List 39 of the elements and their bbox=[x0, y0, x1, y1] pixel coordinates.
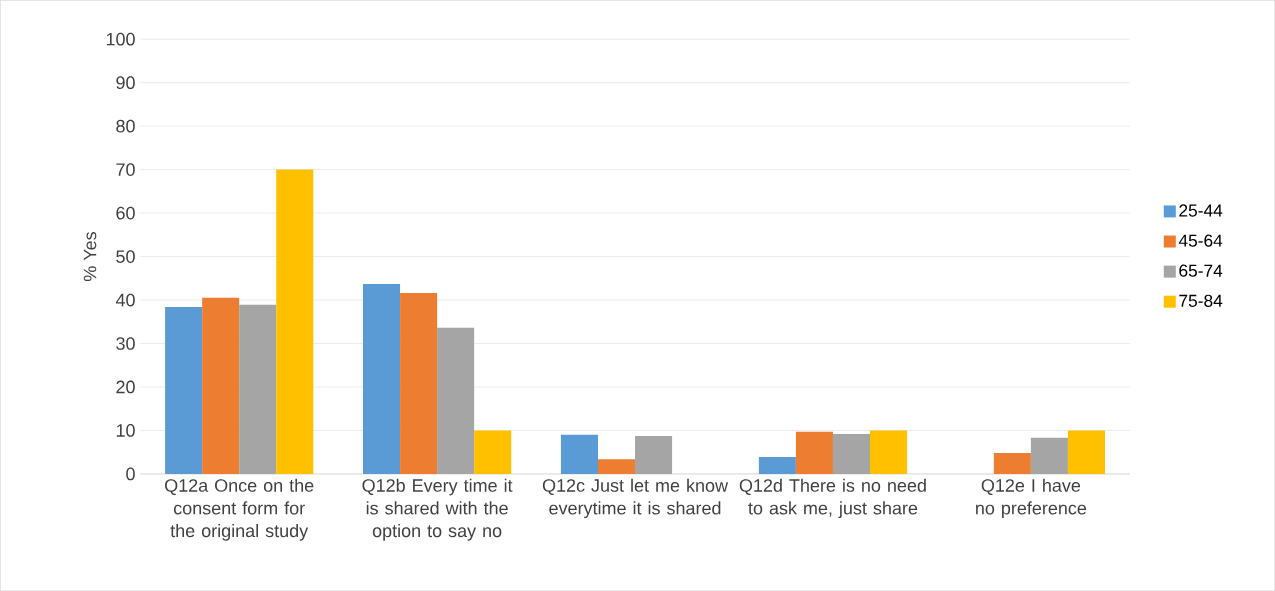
y-tick-label: 80 bbox=[116, 119, 135, 133]
bar bbox=[993, 452, 1031, 474]
bar bbox=[1067, 430, 1105, 474]
bar bbox=[474, 430, 512, 474]
bar bbox=[870, 430, 908, 474]
y-tick-label: 60 bbox=[116, 206, 135, 220]
y-axis-title: % Yes bbox=[83, 231, 97, 281]
y-tick-label: 40 bbox=[115, 293, 135, 307]
bar bbox=[202, 297, 240, 474]
y-tick-label: 70 bbox=[116, 163, 135, 176]
bar bbox=[560, 434, 598, 474]
legend-label: 45-64 bbox=[1178, 234, 1223, 247]
bar bbox=[239, 304, 277, 474]
x-tick-label: Q12a Once on the consent form for the original study bbox=[165, 478, 314, 541]
bar bbox=[165, 306, 203, 474]
y-tick-label: 0 bbox=[126, 467, 135, 481]
bar bbox=[400, 292, 438, 474]
y-tick-label: 100 bbox=[106, 32, 135, 46]
bar bbox=[437, 327, 475, 474]
y-tick-label: 20 bbox=[116, 380, 135, 394]
bar bbox=[795, 431, 833, 474]
bar bbox=[597, 459, 636, 474]
bar bbox=[1030, 437, 1068, 474]
bar bbox=[635, 436, 673, 474]
y-tick-label: 90 bbox=[116, 76, 135, 89]
bar bbox=[832, 433, 871, 474]
legend-label: 25-44 bbox=[1179, 204, 1223, 217]
legend-label: 65-74 bbox=[1179, 264, 1223, 277]
legend-label: 75-84 bbox=[1179, 294, 1223, 307]
x-tick-label: Q12d There is no need to ask me, just share bbox=[739, 478, 926, 518]
y-tick-label: 50 bbox=[116, 250, 135, 263]
x-tick-label: Q12e I have no preference bbox=[976, 478, 1087, 518]
bar bbox=[363, 283, 401, 474]
bar bbox=[276, 169, 314, 474]
y-tick-label: 10 bbox=[116, 423, 135, 437]
x-tick-label: Q12b Every time it is shared with the option to say no bbox=[362, 478, 513, 541]
bar bbox=[758, 456, 796, 474]
y-tick-label: 30 bbox=[116, 337, 135, 350]
x-tick-label: Q12c Just let me know everytime it is shared bbox=[542, 478, 729, 518]
